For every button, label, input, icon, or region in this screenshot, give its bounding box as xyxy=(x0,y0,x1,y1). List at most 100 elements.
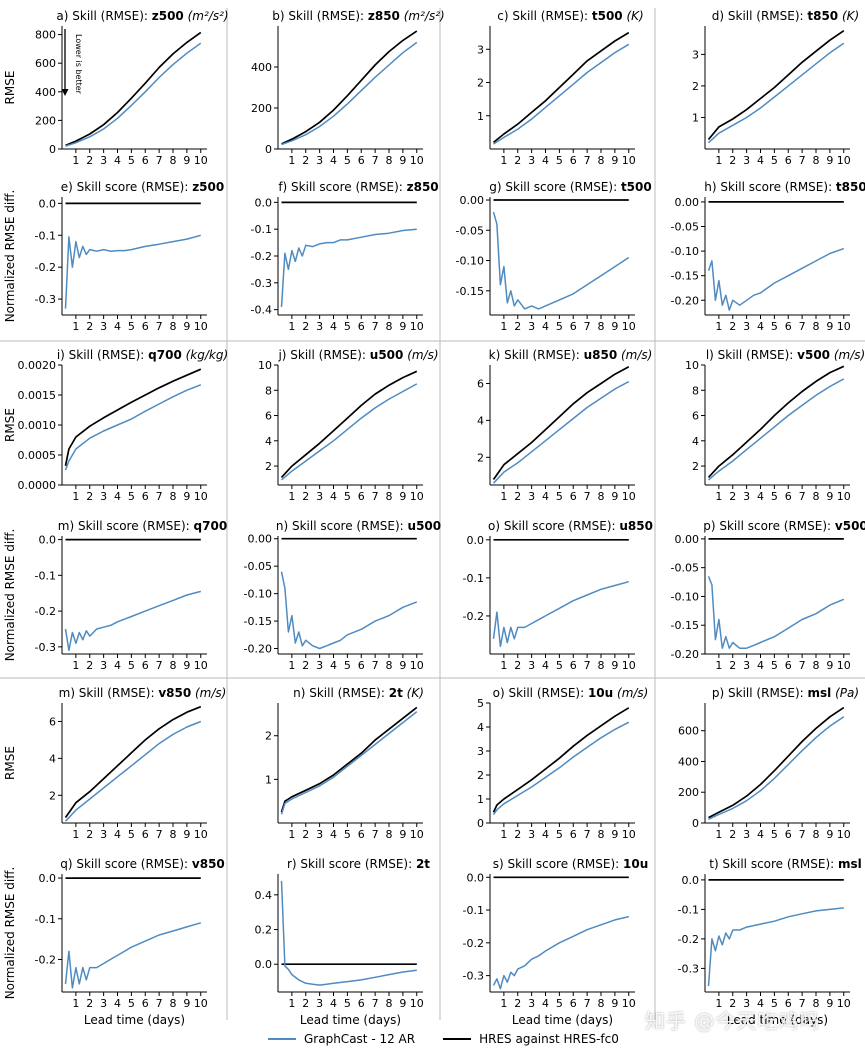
y-axis-label: RMSE xyxy=(3,71,17,105)
y-tick-label: 0 xyxy=(692,817,699,830)
x-tick-label: 10 xyxy=(622,490,636,503)
y-tick-label: 4 xyxy=(477,721,484,734)
panel-title-variable: q700 xyxy=(148,348,182,362)
panel-m-q700: m) Skill score (RMSE): q7000.0-0.1-0.2-0… xyxy=(3,519,227,672)
panel-title-unit: (m/s) xyxy=(830,348,865,362)
x-tick-label: 3 xyxy=(100,828,107,841)
x-tick-label: 2 xyxy=(86,659,93,672)
x-tick-label: 4 xyxy=(542,659,549,672)
x-tick-label: 5 xyxy=(128,154,135,167)
x-tick-label: 9 xyxy=(826,997,833,1010)
panel-title-prefix: a) Skill (RMSE): xyxy=(56,9,151,23)
y-tick-label: -0.20 xyxy=(671,648,699,661)
y-axis-label: Normalized RMSE diff. xyxy=(3,529,17,662)
x-tick-label: 5 xyxy=(556,659,563,672)
panel-title: q) Skill score (RMSE): v850 xyxy=(60,857,225,871)
y-tick-label: 1 xyxy=(265,773,272,786)
x-tick-label: 1 xyxy=(715,659,722,672)
x-tick-label: 8 xyxy=(170,320,177,333)
x-tick-label: 1 xyxy=(715,154,722,167)
panel-title-unit: (m/s) xyxy=(617,348,652,362)
x-tick-label: 1 xyxy=(500,320,507,333)
panel-title-variable: u850 xyxy=(619,519,653,533)
y-tick-label: 2 xyxy=(692,460,699,473)
y-tick-label: 1 xyxy=(692,111,699,124)
panel-title-prefix: b) Skill (RMSE): xyxy=(272,9,368,23)
x-tick-label: 6 xyxy=(570,828,577,841)
y-tick-label: -0.20 xyxy=(244,643,272,656)
y-tick-label: -0.1 xyxy=(463,904,484,917)
x-tick-label: 8 xyxy=(386,659,393,672)
panel-title-prefix: p) Skill (RMSE): xyxy=(712,686,808,700)
y-tick-label: -0.4 xyxy=(251,304,272,317)
panel-title-prefix: r) Skill score (RMSE): xyxy=(287,857,416,871)
y-tick-label: 0.00 xyxy=(248,533,273,546)
x-tick-label: 3 xyxy=(100,659,107,672)
x-tick-label: 5 xyxy=(344,659,351,672)
x-tick-label: 9 xyxy=(826,154,833,167)
x-tick-label: 10 xyxy=(194,659,208,672)
x-tick-label: 2 xyxy=(86,828,93,841)
y-tick-label: 200 xyxy=(251,102,272,115)
x-tick-label: 6 xyxy=(142,154,149,167)
panel-title-variable: u850 xyxy=(584,348,618,362)
series-line-graphcast xyxy=(707,907,844,987)
x-tick-label: 6 xyxy=(142,659,149,672)
x-axis-label: Lead time (days) xyxy=(727,1013,828,1027)
x-axis-label: Lead time (days) xyxy=(84,1013,185,1027)
y-tick-label: 0.0 xyxy=(467,534,485,547)
x-tick-label: 8 xyxy=(386,997,393,1010)
x-tick-label: 6 xyxy=(358,828,365,841)
x-tick-label: 9 xyxy=(611,320,618,333)
x-tick-label: 5 xyxy=(771,659,778,672)
x-tick-label: 9 xyxy=(399,659,406,672)
series-line-graphcast xyxy=(281,41,418,146)
x-tick-label: 6 xyxy=(785,828,792,841)
y-tick-label: 4 xyxy=(692,435,699,448)
panel-title-unit: (m/s) xyxy=(613,686,648,700)
y-tick-label: -0.05 xyxy=(671,562,699,575)
x-tick-label: 10 xyxy=(410,659,424,672)
panel-title-prefix: f) Skill score (RMSE): xyxy=(278,180,406,194)
x-tick-label: 3 xyxy=(316,828,323,841)
x-tick-label: 6 xyxy=(358,490,365,503)
x-tick-label: 2 xyxy=(514,154,521,167)
series-line-hres xyxy=(64,368,202,466)
panel-h-t850: h) Skill score (RMSE): t850 0.00 -0.05 -0.1… xyxy=(671,180,865,333)
annotation-text: Lower is better xyxy=(74,34,83,95)
panel-f-z850: f) Skill score (RMSE): z850 0.0 -0.1 -0.2 -0… xyxy=(251,180,439,333)
y-axis-label: Normalized RMSE diff. xyxy=(3,867,17,1000)
panel-title: r) Skill score (RMSE): 2t xyxy=(287,857,430,871)
x-tick-label: 6 xyxy=(142,320,149,333)
x-tick-label: 9 xyxy=(183,997,190,1010)
x-tick-label: 10 xyxy=(837,490,851,503)
panel-title-variable: z850 xyxy=(368,9,400,23)
series-line-hres xyxy=(281,30,418,145)
y-tick-label: 0 xyxy=(265,143,272,156)
panel-title-prefix: k) Skill (RMSE): xyxy=(489,348,584,362)
x-tick-label: 1 xyxy=(72,154,79,167)
y-tick-label: -0.10 xyxy=(456,255,484,268)
y-tick-label: 10 xyxy=(685,359,699,372)
panel-title-unit: (m/s) xyxy=(403,348,438,362)
x-tick-label: 1 xyxy=(72,490,79,503)
x-tick-label: 6 xyxy=(785,320,792,333)
x-tick-label: 9 xyxy=(611,659,618,672)
x-tick-label: 8 xyxy=(170,828,177,841)
legend-item-graphcast: GraphCast - 12 AR xyxy=(268,1032,415,1046)
x-tick-label: 3 xyxy=(528,659,535,672)
x-tick-label: 1 xyxy=(715,320,722,333)
x-tick-label: 7 xyxy=(799,997,806,1010)
x-tick-label: 4 xyxy=(542,828,549,841)
y-tick-label: -0.1 xyxy=(463,572,484,585)
panel-title-prefix: n) Skill score (RMSE): xyxy=(276,519,408,533)
x-tick-label: 7 xyxy=(799,490,806,503)
x-tick-label: 2 xyxy=(302,828,309,841)
series-line-graphcast xyxy=(707,247,845,311)
x-tick-label: 2 xyxy=(302,490,309,503)
panel-title: g) Skill score (RMSE): t500 xyxy=(489,180,651,194)
series-line-graphcast xyxy=(707,42,845,144)
